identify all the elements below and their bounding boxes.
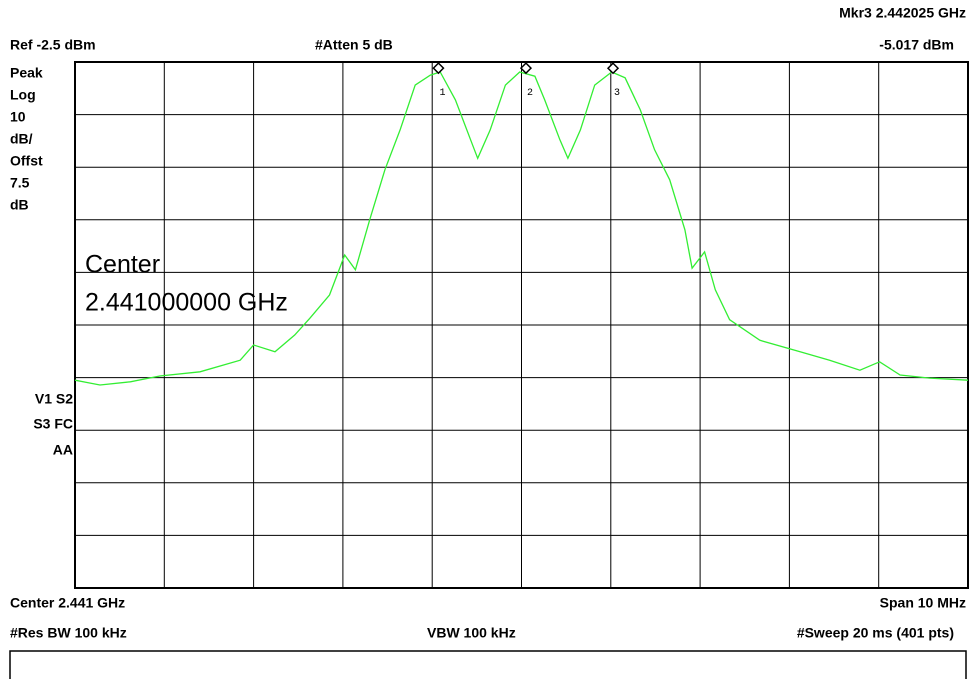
marker-label: 1 bbox=[439, 88, 445, 99]
footer-rbw: #Res BW 100 kHz bbox=[10, 625, 127, 641]
footer-sweep: #Sweep 20 ms (401 pts) bbox=[797, 625, 954, 641]
overlay-text: 2.441000000 GHz bbox=[85, 289, 288, 317]
marker-label: 3 bbox=[614, 88, 620, 99]
marker bbox=[606, 62, 620, 75]
side-label: dB/ bbox=[10, 131, 33, 147]
marker-readout: Mkr3 2.442025 GHz bbox=[839, 5, 966, 21]
side-label: Peak bbox=[10, 65, 43, 81]
footer-vbw: VBW 100 kHz bbox=[427, 625, 516, 641]
side-label: 7.5 bbox=[10, 175, 30, 191]
marker-level: -5.017 dBm bbox=[879, 37, 954, 53]
side-label: Offst bbox=[10, 153, 43, 169]
footer-center: Center 2.441 GHz bbox=[10, 595, 125, 611]
overlay-text: Center bbox=[85, 251, 160, 279]
status-label: S3 FC bbox=[33, 416, 73, 432]
ref-level: Ref -2.5 dBm bbox=[10, 37, 96, 53]
side-label: dB bbox=[10, 197, 29, 213]
side-label: 10 bbox=[10, 109, 26, 125]
status-label: V1 S2 bbox=[35, 391, 73, 407]
status-label: AA bbox=[53, 442, 73, 458]
marker-label: 2 bbox=[527, 88, 533, 99]
trace bbox=[74, 71, 969, 386]
message-box bbox=[9, 650, 967, 679]
attenuation: #Atten 5 dB bbox=[315, 37, 393, 53]
side-label: Log bbox=[10, 87, 36, 103]
marker bbox=[432, 62, 445, 75]
marker bbox=[519, 62, 533, 75]
footer-span: Span 10 MHz bbox=[880, 595, 966, 611]
graticule bbox=[74, 61, 969, 589]
